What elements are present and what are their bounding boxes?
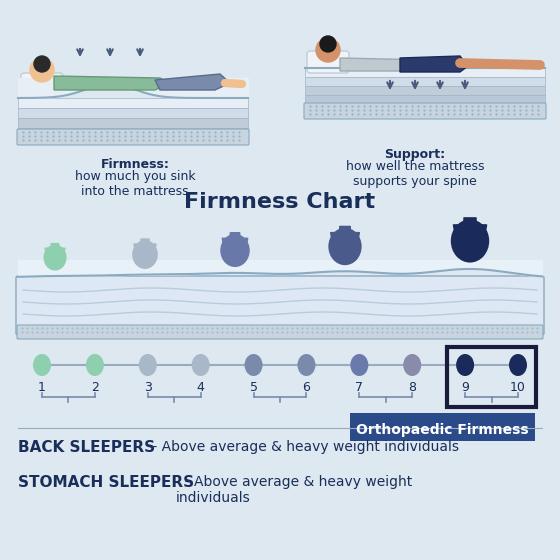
Polygon shape (155, 74, 230, 90)
Ellipse shape (139, 354, 157, 376)
Text: 7: 7 (356, 381, 363, 394)
FancyBboxPatch shape (21, 73, 63, 95)
Text: 4: 4 (197, 381, 204, 394)
Ellipse shape (220, 234, 250, 267)
Polygon shape (305, 77, 545, 86)
FancyBboxPatch shape (350, 413, 535, 441)
Ellipse shape (509, 354, 527, 376)
Text: 3: 3 (144, 381, 152, 394)
Text: Orthopaedic Firmness: Orthopaedic Firmness (356, 423, 528, 437)
Ellipse shape (86, 354, 104, 376)
Text: 6: 6 (302, 381, 310, 394)
Text: - Above average & heavy weight
individuals: - Above average & heavy weight individua… (176, 475, 412, 505)
Text: how much you sink
into the mattress: how much you sink into the mattress (74, 170, 195, 198)
FancyBboxPatch shape (230, 232, 240, 237)
Ellipse shape (451, 220, 489, 263)
Polygon shape (400, 56, 468, 72)
Ellipse shape (297, 354, 315, 376)
Polygon shape (305, 68, 545, 77)
Circle shape (30, 58, 54, 82)
Ellipse shape (328, 228, 362, 265)
FancyBboxPatch shape (17, 129, 249, 145)
FancyBboxPatch shape (304, 103, 546, 119)
FancyBboxPatch shape (307, 51, 349, 73)
Ellipse shape (192, 354, 209, 376)
Text: 1: 1 (38, 381, 46, 394)
Ellipse shape (44, 245, 67, 270)
Polygon shape (340, 58, 440, 71)
Polygon shape (18, 98, 248, 108)
Polygon shape (18, 108, 248, 118)
Text: 10: 10 (510, 381, 526, 394)
Polygon shape (305, 86, 545, 95)
Text: STOMACH SLEEPERS: STOMACH SLEEPERS (18, 475, 194, 490)
Circle shape (34, 56, 50, 72)
Text: 2: 2 (91, 381, 99, 394)
FancyBboxPatch shape (16, 276, 544, 335)
Ellipse shape (456, 354, 474, 376)
FancyBboxPatch shape (140, 239, 150, 244)
FancyBboxPatch shape (463, 217, 477, 224)
Ellipse shape (351, 354, 368, 376)
Text: - Above average & heavy weight individuals: - Above average & heavy weight individua… (148, 440, 459, 454)
Text: 9: 9 (461, 381, 469, 394)
FancyBboxPatch shape (17, 325, 543, 339)
FancyBboxPatch shape (50, 243, 59, 248)
Polygon shape (18, 118, 248, 128)
Text: BACK SLEEPERS: BACK SLEEPERS (18, 440, 155, 455)
Text: Support:: Support: (384, 148, 446, 161)
Text: 5: 5 (250, 381, 258, 394)
Polygon shape (18, 128, 248, 138)
Circle shape (320, 36, 336, 52)
Ellipse shape (132, 240, 158, 269)
Ellipse shape (403, 354, 421, 376)
Ellipse shape (33, 354, 51, 376)
Circle shape (316, 38, 340, 62)
FancyBboxPatch shape (339, 226, 351, 232)
Text: Firmness Chart: Firmness Chart (184, 192, 376, 212)
Text: Firmness:: Firmness: (101, 158, 170, 171)
Polygon shape (305, 95, 545, 104)
Polygon shape (54, 76, 170, 90)
Text: how well the mattress
supports your spine: how well the mattress supports your spin… (346, 160, 484, 188)
Ellipse shape (245, 354, 263, 376)
Text: 8: 8 (408, 381, 416, 394)
